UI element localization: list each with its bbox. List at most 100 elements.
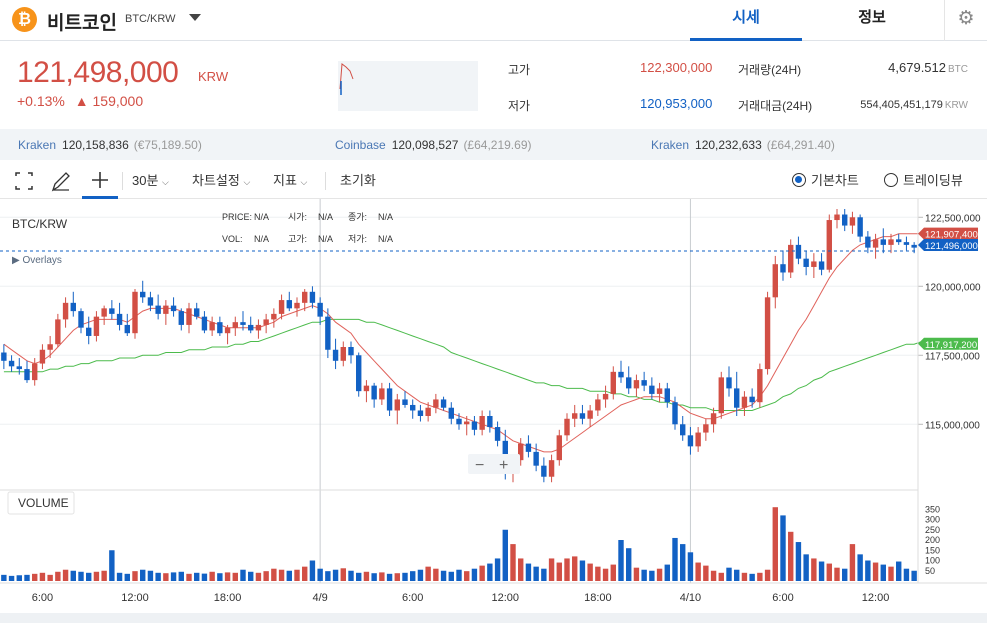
candle-body — [1, 352, 7, 361]
x-tick-label: 18:00 — [584, 592, 612, 604]
volume-bar — [880, 564, 886, 581]
volume-bar — [595, 566, 601, 581]
candle-body — [541, 465, 547, 477]
volume-bar — [811, 558, 817, 581]
volume-bar — [780, 515, 786, 581]
volume-bar — [363, 571, 370, 581]
volume-bar — [348, 570, 354, 581]
candle-body — [170, 305, 177, 312]
exchange-item[interactable]: Coinbase 120,098,527 (£64,219.69) — [335, 138, 532, 152]
crosshair-icon[interactable] — [82, 163, 118, 199]
volume-bar — [757, 572, 763, 581]
candle-body — [556, 435, 562, 461]
volume-bar — [332, 569, 339, 581]
volume-bar — [849, 544, 856, 581]
reset-button[interactable]: 초기화 — [340, 173, 376, 188]
volume-24h: 4,679.512 BTC — [888, 60, 968, 75]
volume-bar — [556, 562, 562, 581]
ma-long-line — [3, 318, 923, 411]
volume-bar — [24, 574, 30, 581]
x-tick-label: 6:00 — [772, 592, 793, 604]
day-separators — [319, 199, 691, 583]
volume-bar — [109, 550, 115, 581]
exchange-item[interactable]: Kraken 120,232,633 (£64,291.40) — [651, 138, 835, 152]
candle-body — [772, 264, 778, 298]
volume-bar — [687, 552, 694, 581]
price-chart[interactable]: 122,500,000 120,000,000 117,500,000 115,000… — [0, 199, 987, 615]
volume-bar — [626, 548, 632, 581]
basic-chart-radio[interactable]: 기본차트 — [792, 163, 859, 199]
candle-body — [194, 308, 200, 317]
amount-24h: 554,405,451,179 KRW — [860, 97, 968, 111]
exchange-name[interactable]: Coinbase — [335, 138, 386, 152]
pencil-icon[interactable] — [50, 163, 72, 199]
change-amount: ▲ 159,000 — [74, 93, 144, 109]
sparkline-svg — [339, 63, 354, 95]
interval-dropdown[interactable]: 30분 ⌵ — [132, 163, 169, 199]
candle-body — [32, 363, 38, 381]
volume-bar — [248, 571, 254, 581]
exchange-price: 120,158,836 — [62, 138, 129, 152]
exchange-name[interactable]: Kraken — [18, 138, 57, 152]
volume-bar — [93, 571, 100, 581]
volume-bar — [656, 568, 663, 581]
candle-body — [16, 366, 22, 370]
volume-bars — [1, 507, 917, 581]
volume-bar — [255, 572, 262, 581]
tradingview-radio[interactable]: 트레이딩뷰 — [884, 163, 963, 199]
candle-body — [618, 371, 624, 378]
candle-body — [641, 380, 647, 386]
tab-info[interactable]: 정보 — [858, 9, 886, 26]
volume-bar — [132, 571, 138, 581]
chevron-down-icon[interactable] — [189, 14, 201, 21]
volume-bar — [402, 572, 408, 581]
volume-bar — [734, 569, 740, 581]
exchange-name[interactable]: Kraken — [651, 138, 690, 152]
zoom-in-button[interactable]: + — [499, 457, 508, 474]
candle-body — [695, 432, 701, 447]
low-label: 저가 — [508, 99, 531, 113]
exchange-price: 120,232,633 — [695, 138, 762, 152]
chart-svg[interactable]: 122,500,000 120,000,000 117,500,000 115,000… — [0, 199, 987, 615]
candle-body — [201, 316, 208, 331]
exchange-item[interactable]: Kraken 120,158,836 (€75,189.50) — [18, 138, 202, 152]
volume-bar — [695, 562, 701, 581]
candle-body — [440, 399, 447, 408]
tab-market-price[interactable]: 시세 — [690, 0, 802, 41]
toolbar-divider — [325, 172, 326, 190]
fullscreen-icon[interactable] — [14, 163, 36, 199]
volume-bar — [772, 507, 778, 581]
candle-body — [896, 239, 902, 243]
candle-body — [224, 327, 231, 334]
candle-body — [55, 319, 61, 345]
chevron-down-icon: ⌵ — [162, 177, 169, 187]
legend-value: N/A — [254, 212, 269, 222]
chart-settings-dropdown[interactable]: 차트설정 ⌵ — [192, 163, 250, 199]
zoom-out-button[interactable]: − — [475, 457, 484, 474]
candle-body — [47, 344, 53, 350]
candle-body — [386, 388, 393, 411]
basic-chart-label: 기본차트 — [811, 173, 859, 188]
volume-bar — [8, 575, 15, 581]
candle-body — [263, 319, 269, 325]
candle-body — [564, 418, 570, 436]
volume-bar — [764, 569, 771, 581]
volume-bar — [826, 563, 832, 581]
candle-body — [448, 407, 454, 419]
indicators-dropdown[interactable]: 지표 ⌵ — [273, 163, 307, 199]
volume-bar — [456, 569, 462, 581]
x-tick-label: 12:00 — [862, 592, 890, 604]
volume-label-box: VOLUME — [7, 491, 75, 515]
volume-bar — [263, 571, 269, 581]
gear-icon[interactable]: ⚙ — [944, 0, 987, 41]
volume-bar — [78, 571, 84, 581]
candle-body — [741, 396, 748, 408]
volume-bar — [317, 568, 323, 581]
volume-bar — [194, 572, 200, 581]
zoom-controls: − + — [468, 454, 520, 474]
overlays-toggle[interactable]: ▶ Overlays — [12, 255, 62, 266]
volume-bar — [672, 537, 678, 581]
candle-body — [294, 302, 300, 309]
